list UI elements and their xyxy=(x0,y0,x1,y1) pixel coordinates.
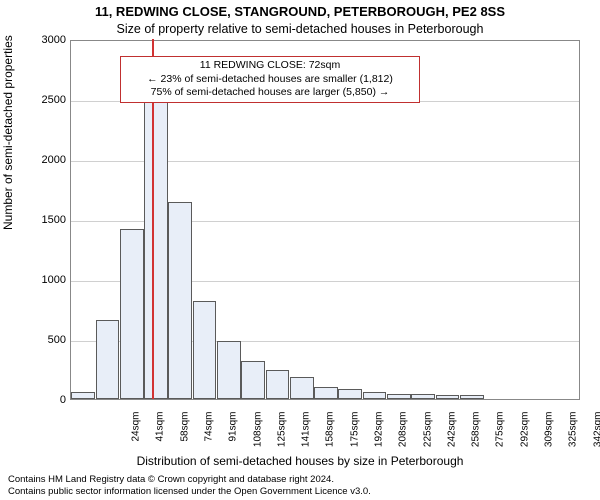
chart-title-line1: 11, REDWING CLOSE, STANGROUND, PETERBORO… xyxy=(0,4,600,19)
histogram-bar xyxy=(96,320,120,399)
y-tick-label: 3000 xyxy=(26,34,66,46)
histogram-bar xyxy=(266,370,290,399)
histogram-bar xyxy=(436,395,460,399)
histogram-bar xyxy=(338,389,362,399)
annotation-line3: 75% of semi-detached houses are larger (… xyxy=(127,86,413,100)
y-tick-label: 2000 xyxy=(26,154,66,166)
annotation-line2: ← 23% of semi-detached houses are smalle… xyxy=(127,73,413,87)
annotation-box: 11 REDWING CLOSE: 72sqm ← 23% of semi-de… xyxy=(120,56,420,103)
histogram-bar xyxy=(168,202,192,399)
annotation-line1: 11 REDWING CLOSE: 72sqm xyxy=(127,59,413,73)
y-tick-label: 2500 xyxy=(26,94,66,106)
y-tick-label: 500 xyxy=(26,334,66,346)
histogram-bar xyxy=(217,341,241,399)
chart-title-line2: Size of property relative to semi-detach… xyxy=(0,22,600,36)
chart-container: 11, REDWING CLOSE, STANGROUND, PETERBORO… xyxy=(0,0,600,500)
histogram-bar xyxy=(120,229,144,399)
footer: Contains HM Land Registry data © Crown c… xyxy=(8,474,592,498)
histogram-bar xyxy=(193,301,217,399)
footer-line2: Contains public sector information licen… xyxy=(8,486,592,498)
footer-line1: Contains HM Land Registry data © Crown c… xyxy=(8,474,592,486)
y-tick-label: 0 xyxy=(26,394,66,406)
histogram-bar xyxy=(71,392,95,399)
y-tick-label: 1000 xyxy=(26,274,66,286)
histogram-bar xyxy=(144,97,168,399)
histogram-bar xyxy=(460,395,484,399)
histogram-bar xyxy=(314,387,338,399)
y-tick-label: 1500 xyxy=(26,214,66,226)
histogram-bar xyxy=(363,392,387,399)
y-axis-label: Number of semi-detached properties xyxy=(1,35,15,230)
histogram-bar xyxy=(411,394,435,399)
histogram-bar xyxy=(241,361,265,399)
x-axis-label: Distribution of semi-detached houses by … xyxy=(0,454,600,468)
histogram-bar xyxy=(387,394,411,399)
histogram-bar xyxy=(290,377,314,399)
